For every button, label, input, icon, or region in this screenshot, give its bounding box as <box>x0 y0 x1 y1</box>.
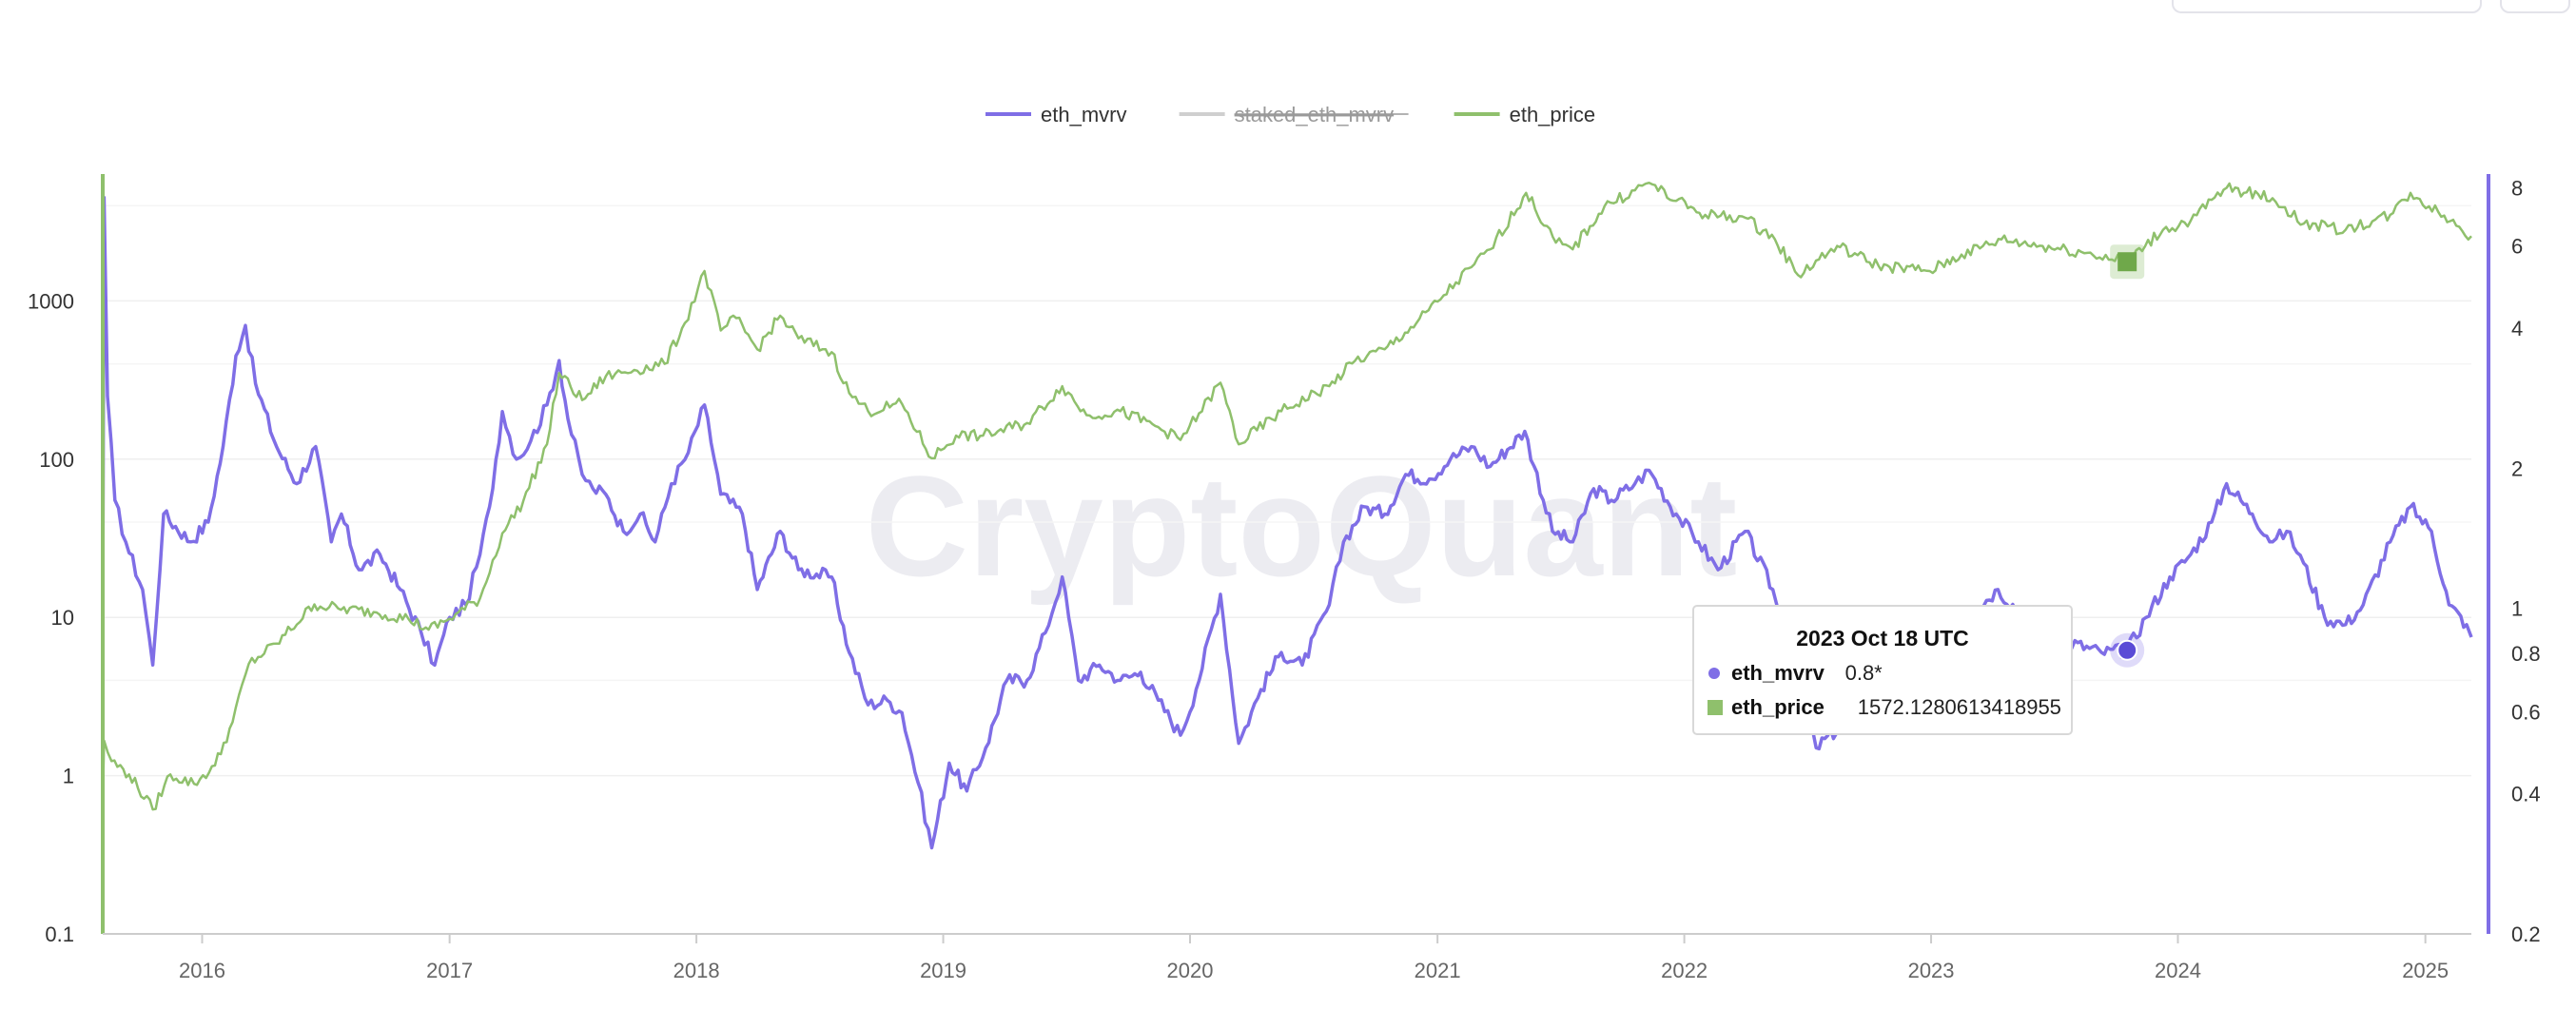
axes: 1000 100 10 1 0.1 8 6 4 2 1 0.8 0.6 0.4 0.2 2016 2017 20… <box>28 174 2541 982</box>
watermark: CryptoQuant <box>866 446 1738 606</box>
series-layer <box>101 181 2473 850</box>
tooltip-series-value: 1572.1280613418955 <box>1858 695 2061 719</box>
left-tick-label: 100 <box>39 448 74 472</box>
legend-item-eth_price[interactable]: eth_price <box>1454 103 1596 126</box>
right-tick-label: 8 <box>2511 176 2523 200</box>
top-dropdown[interactable] <box>2172 0 2482 13</box>
right-tick-label: 0.4 <box>2511 783 2541 806</box>
legend-label: eth_mvrv <box>1041 103 1126 126</box>
legend-label: eth_price <box>1510 103 1596 126</box>
tooltip-box <box>1692 605 2073 735</box>
x-tick-label: 2016 <box>179 959 225 982</box>
tooltip-series-name: eth_mvrv <box>1731 661 1825 685</box>
right-tick-label: 0.2 <box>2511 922 2541 946</box>
left-tick-label: 1 <box>63 765 74 788</box>
left-tick-label: 10 <box>51 606 74 630</box>
x-tick-label: 2025 <box>2402 959 2449 982</box>
tooltip-title: 2023 Oct 18 UTC <box>1796 626 1969 650</box>
x-tick-label: 2018 <box>673 959 720 982</box>
tooltip-series-name: eth_price <box>1731 695 1825 719</box>
right-tick-label: 0.8 <box>2511 642 2541 666</box>
x-tick-label: 2021 <box>1415 959 1461 982</box>
right-tick-label: 6 <box>2511 235 2523 259</box>
left-tick-label: 1000 <box>28 289 74 313</box>
right-tick-label: 0.6 <box>2511 700 2541 724</box>
x-tick-label: 2020 <box>1167 959 1214 982</box>
x-tick-label: 2024 <box>2155 959 2201 982</box>
x-tick-label: 2022 <box>1661 959 1708 982</box>
series-line-eth_mvrv <box>101 195 2473 850</box>
top-icon-button[interactable] <box>2500 0 2570 13</box>
tooltip-marker-eth_mvrv <box>1708 668 1720 679</box>
right-tick-label: 2 <box>2511 456 2523 480</box>
tooltip-marker-eth_price <box>1708 700 1723 715</box>
legend: eth_mvrv staked_eth_mvrv eth_price <box>986 103 1595 126</box>
legend-item-eth_mvrv[interactable]: eth_mvrv <box>986 103 1126 126</box>
tooltip: 2023 Oct 18 UTC eth_mvrv 0.8* eth_price 1572… <box>1692 605 2073 735</box>
right-tick-label: 1 <box>2511 597 2523 621</box>
hover-marker-price <box>2117 252 2137 272</box>
hover-marker-mvrv <box>2117 639 2138 661</box>
x-tick-label: 2017 <box>426 959 473 982</box>
series-line-eth_price <box>101 181 2472 811</box>
legend-item-staked_eth_mvrv[interactable]: staked_eth_mvrv <box>1179 103 1409 126</box>
tooltip-series-value: 0.8* <box>1845 661 1883 685</box>
x-tick-label: 2019 <box>920 959 966 982</box>
right-tick-label: 4 <box>2511 317 2523 340</box>
tooltip-markers <box>2110 244 2145 668</box>
x-tick-label: 2023 <box>1908 959 1955 982</box>
left-tick-label: 0.1 <box>45 922 74 946</box>
